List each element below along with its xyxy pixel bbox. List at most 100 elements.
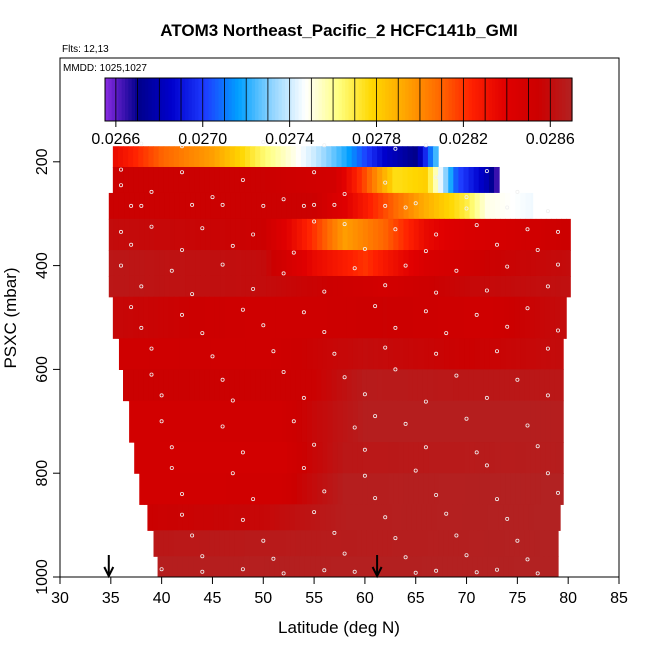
heatmap-cell — [204, 146, 210, 168]
x-tick-label: 40 — [153, 590, 171, 607]
obs-point — [545, 209, 550, 214]
obs-point — [484, 463, 489, 468]
heatmap-cell — [382, 146, 388, 168]
heatmap-cell — [225, 218, 232, 251]
heatmap-cell — [428, 442, 435, 474]
heatmap-cell — [224, 369, 231, 402]
heatmap-cell — [452, 504, 458, 531]
heatmap-cell — [407, 530, 414, 557]
heatmap-cell — [479, 473, 486, 505]
heatmap-cell — [356, 166, 363, 194]
heatmap-cell — [168, 530, 175, 557]
heatmap-cell — [350, 504, 357, 531]
heatmap-cell — [265, 369, 271, 402]
obs-point — [301, 310, 306, 315]
obs-point — [179, 312, 184, 317]
heatmap-cell — [312, 275, 318, 298]
heatmap-cell — [449, 250, 455, 277]
heatmap-cell — [291, 338, 298, 370]
heatmap-cell — [444, 250, 450, 277]
heatmap-cell — [387, 296, 393, 339]
heatmap-cell — [411, 556, 418, 577]
heatmap-cell — [188, 504, 194, 531]
heatmap-cell — [417, 166, 424, 194]
heatmap-cell — [378, 250, 384, 277]
heatmap-cell — [427, 530, 434, 557]
heatmap-cell — [397, 530, 404, 557]
heatmap-cell — [488, 166, 495, 194]
heatmap-cell — [477, 556, 484, 577]
heatmap-cell — [464, 275, 471, 298]
heatmap-cell — [311, 296, 317, 339]
colorbar-segment — [158, 78, 163, 121]
heatmap-cell — [214, 166, 221, 194]
heatmap-cell — [540, 400, 547, 443]
heatmap-cell — [525, 473, 532, 505]
heatmap-cell — [387, 530, 393, 557]
heatmap-cell — [352, 400, 359, 443]
heatmap-cell — [479, 400, 486, 443]
heatmap-cell — [467, 504, 474, 531]
heatmap-cell — [444, 192, 450, 220]
heatmap-cell — [489, 338, 496, 370]
heatmap-cell — [245, 400, 252, 443]
heatmap-cell — [179, 473, 186, 505]
heatmap-cell — [174, 275, 181, 298]
heatmap-cell — [478, 296, 485, 339]
heatmap-cell — [306, 338, 313, 370]
heatmap-cell — [469, 192, 476, 220]
heatmap-cell — [312, 400, 318, 443]
heatmap-cell — [243, 556, 250, 577]
colorbar-segment — [275, 78, 280, 121]
heatmap-cell — [210, 250, 217, 277]
x-tick-label: 75 — [508, 590, 526, 607]
heatmap-cell — [250, 146, 256, 168]
obs-point — [393, 227, 398, 232]
heatmap-cell — [210, 473, 217, 505]
heatmap-cell — [215, 250, 222, 277]
heatmap-cell — [428, 192, 435, 220]
heatmap-cell — [398, 338, 405, 370]
heatmap-cell — [325, 504, 331, 531]
heatmap-cell — [500, 192, 506, 220]
heatmap-cell — [503, 556, 509, 577]
obs-point — [474, 223, 479, 228]
heatmap-cell — [464, 442, 471, 474]
heatmap-cell — [513, 556, 519, 577]
heatmap-cell — [134, 400, 140, 443]
heatmap-cell — [316, 146, 322, 168]
heatmap-cell — [159, 275, 166, 298]
heatmap-cell — [327, 218, 333, 251]
heatmap-cell — [179, 275, 186, 298]
heatmap-cell — [528, 504, 535, 531]
heatmap-cell — [498, 504, 504, 531]
heatmap-cell — [143, 296, 150, 339]
heatmap-cell — [148, 166, 155, 194]
heatmap-cell — [423, 338, 430, 370]
heatmap-cell — [484, 400, 491, 443]
heatmap-cell — [264, 556, 270, 577]
heatmap-cell — [337, 275, 344, 298]
y-tick-label: 200 — [34, 148, 51, 175]
heatmap-cell — [352, 218, 359, 251]
heatmap-cell — [148, 296, 155, 339]
heatmap-cell — [229, 530, 236, 557]
heatmap-cell — [280, 369, 287, 402]
heatmap-cell — [362, 275, 369, 298]
heatmap-cell — [469, 442, 476, 474]
heatmap-cell — [215, 400, 222, 443]
obs-point — [403, 421, 408, 426]
heatmap-cell — [118, 218, 125, 251]
obs-point — [393, 536, 398, 541]
heatmap-cell — [235, 473, 242, 505]
heatmap-cell — [402, 369, 409, 402]
heatmap-cell — [351, 369, 358, 402]
heatmap-cell — [174, 192, 181, 220]
down-arrow-icon — [103, 555, 115, 579]
heatmap-cell — [172, 556, 179, 577]
heatmap-cell — [195, 192, 201, 220]
heatmap-cell — [174, 338, 181, 370]
heatmap-cell — [549, 369, 556, 402]
colorbar-segment — [171, 78, 176, 121]
heatmap-cell — [488, 369, 495, 402]
